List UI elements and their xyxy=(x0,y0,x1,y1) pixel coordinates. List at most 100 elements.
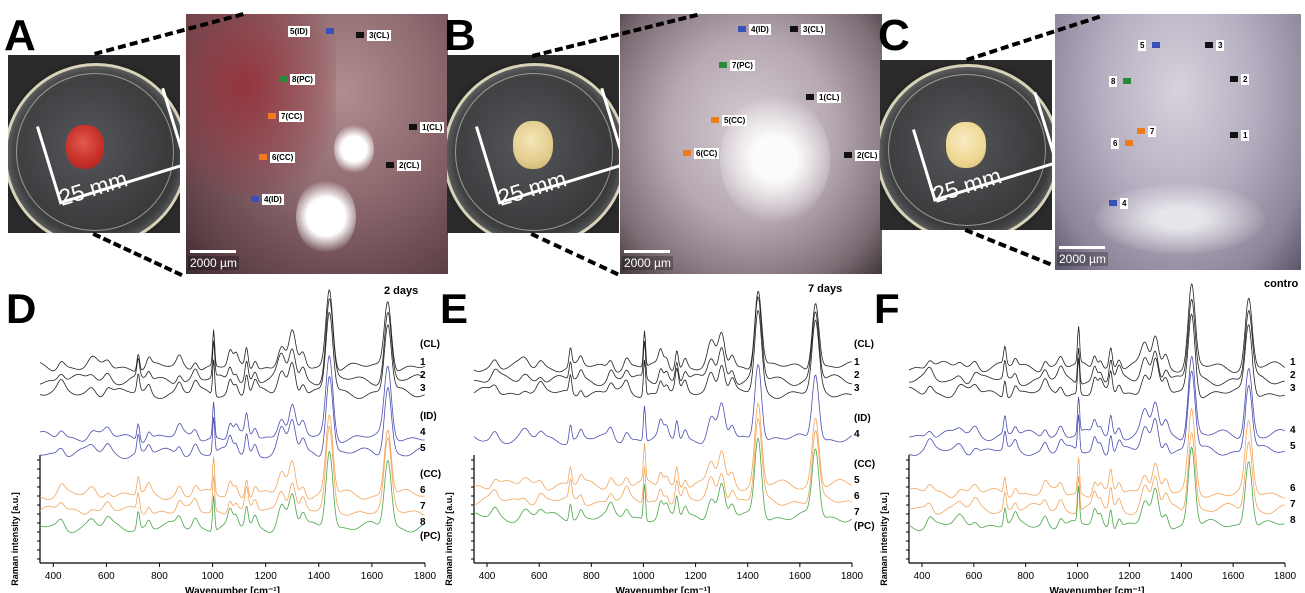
location-marker xyxy=(409,124,417,130)
marker-label: 6(CC) xyxy=(694,148,720,159)
marker-label: 5(CC) xyxy=(722,115,748,126)
marker-label: 5(ID) xyxy=(288,26,310,37)
x-tick-label: 400 xyxy=(479,571,496,582)
x-tick-label: 1000 xyxy=(201,571,224,582)
x-tick-label: 1600 xyxy=(361,571,384,582)
spectrum-label: 8 xyxy=(420,517,426,528)
location-marker xyxy=(356,32,364,38)
location-marker xyxy=(386,162,394,168)
location-marker xyxy=(711,117,719,123)
marker-label: 3 xyxy=(1216,40,1225,51)
chart-title: 2 days xyxy=(384,285,418,297)
scale-bar xyxy=(1059,246,1105,249)
location-marker xyxy=(683,150,691,156)
spectrum-line xyxy=(39,414,425,500)
zoom-line xyxy=(964,228,1052,267)
x-tick-label: 1600 xyxy=(789,571,812,582)
spectrum-line xyxy=(39,311,425,400)
petri-dish-photo-a: 25 mm xyxy=(8,55,180,233)
location-marker xyxy=(790,26,798,32)
zoom-line xyxy=(530,232,620,277)
marker-label: 6(CC) xyxy=(270,152,296,163)
x-tick-label: 1000 xyxy=(1066,571,1089,582)
scale-bar-label: 2000 µm xyxy=(1057,252,1108,266)
spectrum-label: 2 xyxy=(854,370,860,381)
chart-f: F contro 400 600 800 1000 1200 1400 1600 1800 Wa… xyxy=(874,278,1299,593)
x-axis-label: Wavenumber [cm⁻¹] xyxy=(616,586,711,593)
spectrum-label: (CL) xyxy=(854,339,874,350)
x-tick-label: 1600 xyxy=(1222,571,1245,582)
spectrum-line xyxy=(39,298,425,386)
location-marker xyxy=(251,196,259,202)
scale-bar-label: 2000 µm xyxy=(622,256,673,270)
x-axis-label: Wavenumber [cm⁻¹] xyxy=(185,586,280,593)
marker-label: 4 xyxy=(1120,198,1129,209)
brain-sample xyxy=(66,125,104,169)
spectrum-line xyxy=(39,376,425,459)
marker-label: 1(CL) xyxy=(817,92,842,103)
spectrum-label: 4 xyxy=(854,429,860,440)
scale-bar xyxy=(190,250,236,253)
petri-dish-photo-c: 25 mm xyxy=(880,60,1052,230)
x-tick-label: 1400 xyxy=(1170,571,1193,582)
spectrum-line xyxy=(473,363,852,445)
spectrum-line xyxy=(473,296,852,387)
y-axis-label: Raman intensity [a.u.] xyxy=(10,492,20,586)
petri-dish-photo-b: 25 mm xyxy=(447,55,619,233)
spectrum-line xyxy=(39,450,425,534)
x-tick-label: 1200 xyxy=(684,571,707,582)
x-tick-label: 1800 xyxy=(1274,571,1297,582)
chart-title: contro xyxy=(1264,278,1299,290)
spectrum-label: (CL) xyxy=(420,339,440,350)
spectrum-line xyxy=(908,298,1285,387)
panel-letter-f: F xyxy=(874,285,900,332)
spectrum-line xyxy=(473,418,852,506)
x-tick-label: 800 xyxy=(1017,571,1034,582)
marker-label: 2 xyxy=(1241,74,1250,85)
x-tick-label: 1800 xyxy=(841,571,864,582)
location-marker xyxy=(738,26,746,32)
marker-label: 5 xyxy=(1138,40,1147,51)
spectrum-line xyxy=(909,356,1285,441)
location-marker xyxy=(326,28,334,34)
marker-label: 6 xyxy=(1111,138,1120,149)
spectrum-label: 5 xyxy=(1290,441,1296,452)
spectrum-line xyxy=(908,432,1285,516)
panel-letter-c: C xyxy=(878,11,910,60)
spectrum-line xyxy=(473,290,852,373)
spectrum-label: 4 xyxy=(420,427,426,438)
x-tick-label: 1400 xyxy=(737,571,760,582)
marker-label: 7(PC) xyxy=(730,60,755,71)
spectrum-line xyxy=(39,425,425,516)
scale-bar-label: 2000 µm xyxy=(188,256,239,270)
marker-label: 4(ID) xyxy=(749,24,771,35)
x-tick-label: 800 xyxy=(583,571,600,582)
location-marker xyxy=(1152,42,1160,48)
location-marker xyxy=(1230,76,1238,82)
spectrum-label: 6 xyxy=(1290,483,1296,494)
chart-d: D 2 days 400 600 800 1000 1200 1400 1600 1800 Wa… xyxy=(6,285,441,593)
spectrum-label: (PC) xyxy=(854,521,875,532)
spectrum-label: 3 xyxy=(420,383,426,394)
brain-sample xyxy=(946,122,986,168)
y-axis-label: Raman intensity [a.u.] xyxy=(879,492,889,586)
location-marker xyxy=(259,154,267,160)
x-tick-label: 1400 xyxy=(308,571,331,582)
spectrum-label: 2 xyxy=(1290,370,1296,381)
location-marker xyxy=(279,76,287,82)
spectrum-line xyxy=(473,309,852,399)
marker-label: 2(CL) xyxy=(855,150,880,161)
x-tick-label: 1800 xyxy=(414,571,437,582)
panel-letter-d: D xyxy=(6,285,36,332)
x-axis-label: Wavenumber [cm⁻¹] xyxy=(1050,586,1145,593)
x-tick-label: 600 xyxy=(98,571,115,582)
spectrum-line xyxy=(908,446,1285,532)
x-tick-label: 400 xyxy=(914,571,931,582)
marker-label: 7 xyxy=(1148,126,1157,137)
y-axis-label: Raman intensity [a.u.] xyxy=(444,492,454,586)
location-marker xyxy=(719,62,727,68)
spectrum-line xyxy=(908,408,1285,499)
x-tick-label: 1200 xyxy=(255,571,278,582)
zoom-line xyxy=(92,232,183,278)
spectrum-line xyxy=(39,289,425,372)
